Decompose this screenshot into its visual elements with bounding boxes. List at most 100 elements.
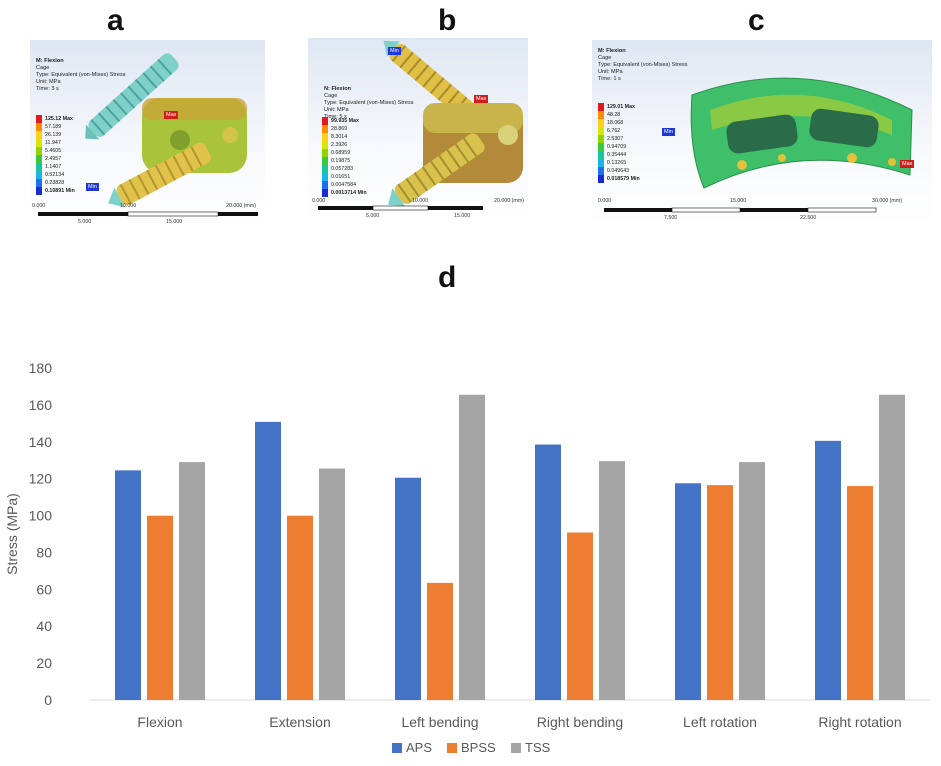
fea-model-a — [38, 53, 258, 217]
scale-label: 0.000 — [32, 203, 46, 209]
legend-value: 0.018579 Min — [607, 176, 640, 182]
legend-value: 0.19875 — [331, 158, 351, 164]
legend-swatch — [322, 173, 328, 181]
bar-tss — [179, 462, 205, 700]
legend-label-bpss: BPSS — [461, 740, 496, 755]
result-unit: Unit: MPa — [598, 69, 623, 75]
legend-value: 0.0047584 — [331, 182, 357, 188]
legend-value: 1.1407 — [45, 164, 62, 170]
legend-value: 48.28 — [607, 112, 621, 118]
contour-legend-a: 125.12 Max 57.189 26.139 11.947 5.4605 2.4957… — [36, 115, 96, 197]
x-tick-label: Right bending — [537, 714, 623, 730]
legend-value: 129.01 Max — [607, 104, 635, 110]
bar-bpss — [427, 582, 453, 700]
legend-swatch — [322, 157, 328, 165]
result-time: Time: 1 s — [598, 76, 621, 82]
fea-header-b: N: Flexion Cage Type: Equivalent (von-Mi… — [324, 86, 414, 121]
fea-panel-a: M: Flexion Cage Type: Equivalent (von-Mi… — [30, 40, 265, 230]
bar-bpss — [147, 515, 173, 700]
legend-swatch — [36, 147, 42, 155]
legend-value: 0.049643 — [607, 168, 630, 174]
legend-swatch — [36, 115, 42, 123]
legend-swatch — [322, 165, 328, 173]
legend-swatch — [598, 167, 604, 175]
legend-swatch — [322, 141, 328, 149]
result-object: Cage — [598, 55, 612, 61]
result-unit: Unit: MPa — [324, 107, 349, 113]
legend-label-aps: APS — [406, 740, 432, 755]
legend-value: 99.935 Max — [331, 118, 359, 124]
bar-tss — [879, 394, 905, 700]
x-tick-label: Left rotation — [683, 714, 757, 730]
legend-swatch — [598, 119, 604, 127]
legend-swatch — [598, 159, 604, 167]
panel-letter-c: c — [748, 4, 765, 37]
scale-label: 7.500 — [664, 215, 678, 221]
y-tick-label: 80 — [36, 544, 52, 560]
bar-tss — [319, 468, 345, 700]
max-marker: Max — [900, 160, 915, 168]
y-tick-label: 20 — [36, 655, 52, 671]
legend-swatch — [322, 149, 328, 157]
fea-model-c — [604, 77, 913, 213]
bar-tss — [599, 461, 625, 700]
legend-value: 2.5307 — [607, 136, 624, 142]
legend-swatch — [36, 171, 42, 179]
legend-value: 0.01651 — [331, 174, 351, 180]
scale-label: 15.000 — [454, 213, 471, 219]
x-tick-label: Left bending — [401, 714, 478, 730]
max-marker: Max — [164, 111, 179, 119]
bar-aps — [815, 440, 841, 700]
bar-tss — [739, 462, 765, 700]
bar-aps — [255, 421, 281, 700]
result-title: N: Flexion — [324, 86, 352, 92]
legend-value: 2.4957 — [45, 156, 62, 162]
legend-value: 11.947 — [45, 140, 61, 146]
bar-bpss — [287, 515, 313, 700]
bar-tss — [459, 394, 485, 700]
legend-value: 0.52134 — [45, 172, 65, 178]
y-tick-label: 40 — [36, 618, 52, 634]
legend-value: 6.762 — [607, 128, 621, 134]
legend-swatch — [598, 135, 604, 143]
legend-swatch — [598, 127, 604, 135]
legend-swatch — [322, 125, 328, 133]
bar-aps — [395, 477, 421, 700]
scale-label: 22.500 — [800, 215, 817, 221]
scale-label: 15.000 — [730, 198, 747, 204]
legend-swatch — [36, 139, 42, 147]
legend-label-tss: TSS — [525, 740, 551, 755]
result-time: Time: 3 s — [36, 86, 59, 92]
scale-label: 30.000 (mm) — [872, 198, 903, 204]
legend-swatch — [322, 181, 328, 189]
legend-swatch — [36, 163, 42, 171]
fea-header-a: M: Flexion Cage Type: Equivalent (von-Mi… — [36, 58, 126, 93]
y-tick-label: 160 — [29, 397, 53, 413]
scale-label: 0.000 — [312, 198, 326, 204]
fea-panel-b: N: Flexion Cage Type: Equivalent (von-Mi… — [308, 38, 528, 221]
legend-value: 125.12 Max — [45, 116, 73, 122]
legend-swatch — [36, 187, 42, 195]
fea-model-b — [318, 40, 523, 211]
legend-swatch — [322, 189, 328, 197]
scale-label: 5.000 — [366, 213, 380, 219]
legend-value: 0.68959 — [331, 150, 351, 156]
legend-value: 0.23828 — [45, 180, 65, 186]
min-marker: Min — [86, 183, 99, 191]
bar-aps — [535, 444, 561, 700]
legend-swatch-bpss — [447, 743, 457, 753]
x-tick-label: Extension — [269, 714, 330, 730]
y-tick-label: 140 — [29, 434, 53, 450]
legend-swatch — [36, 179, 42, 187]
scale-label: 10.000 — [412, 198, 429, 204]
y-tick-label: 180 — [29, 360, 53, 376]
legend-value: 0.35444 — [607, 152, 627, 158]
legend-swatch — [322, 133, 328, 141]
legend-value: 26.139 — [45, 132, 62, 138]
legend-swatch — [598, 111, 604, 119]
legend-value: 0.10891 Min — [45, 188, 75, 194]
legend-swatch — [598, 143, 604, 151]
x-tick-label: Flexion — [137, 714, 182, 730]
legend-value: 8.3014 — [331, 134, 348, 140]
